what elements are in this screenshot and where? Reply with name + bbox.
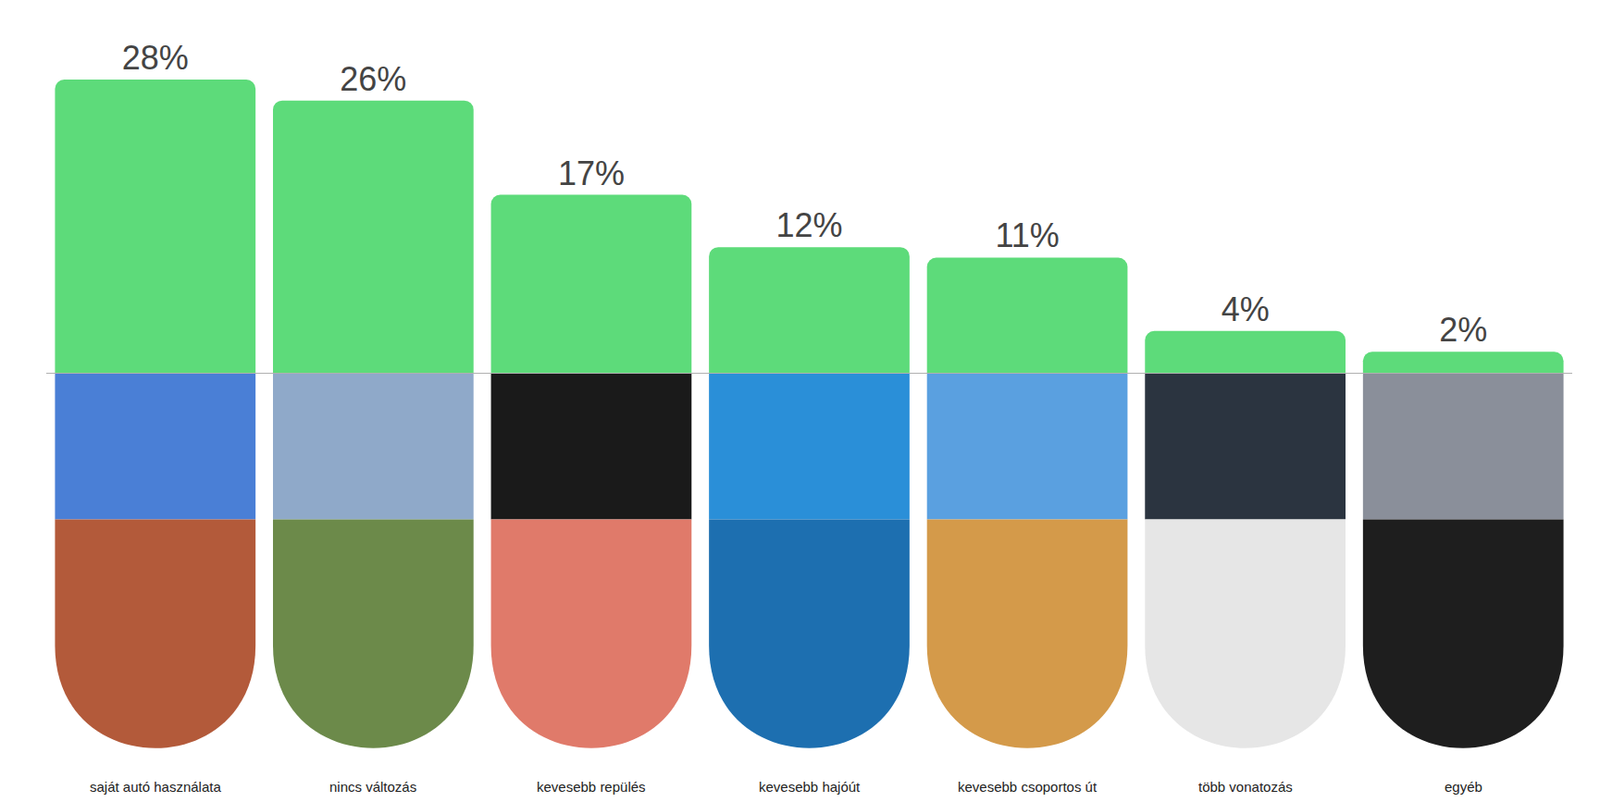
svg-text:több vonatozás: több vonatozás <box>1198 779 1293 795</box>
svg-text:17%: 17% <box>558 154 625 193</box>
svg-text:saját autó használata: saját autó használata <box>89 779 222 795</box>
svg-text:kevesebb hajóút: kevesebb hajóút <box>758 779 861 795</box>
svg-text:12%: 12% <box>775 206 843 245</box>
svg-text:4%: 4% <box>1221 290 1270 329</box>
svg-text:nincs változás: nincs változás <box>329 779 417 795</box>
svg-text:28%: 28% <box>122 38 189 77</box>
svg-text:11%: 11% <box>994 216 1059 255</box>
svg-text:26%: 26% <box>339 60 407 99</box>
svg-text:egyéb: egyéb <box>1444 779 1483 795</box>
svg-text:2%: 2% <box>1438 310 1488 349</box>
svg-text:kevesebb repülés: kevesebb repülés <box>536 779 646 795</box>
svg-text:kevesebb csoportos út: kevesebb csoportos út <box>957 779 1098 795</box>
